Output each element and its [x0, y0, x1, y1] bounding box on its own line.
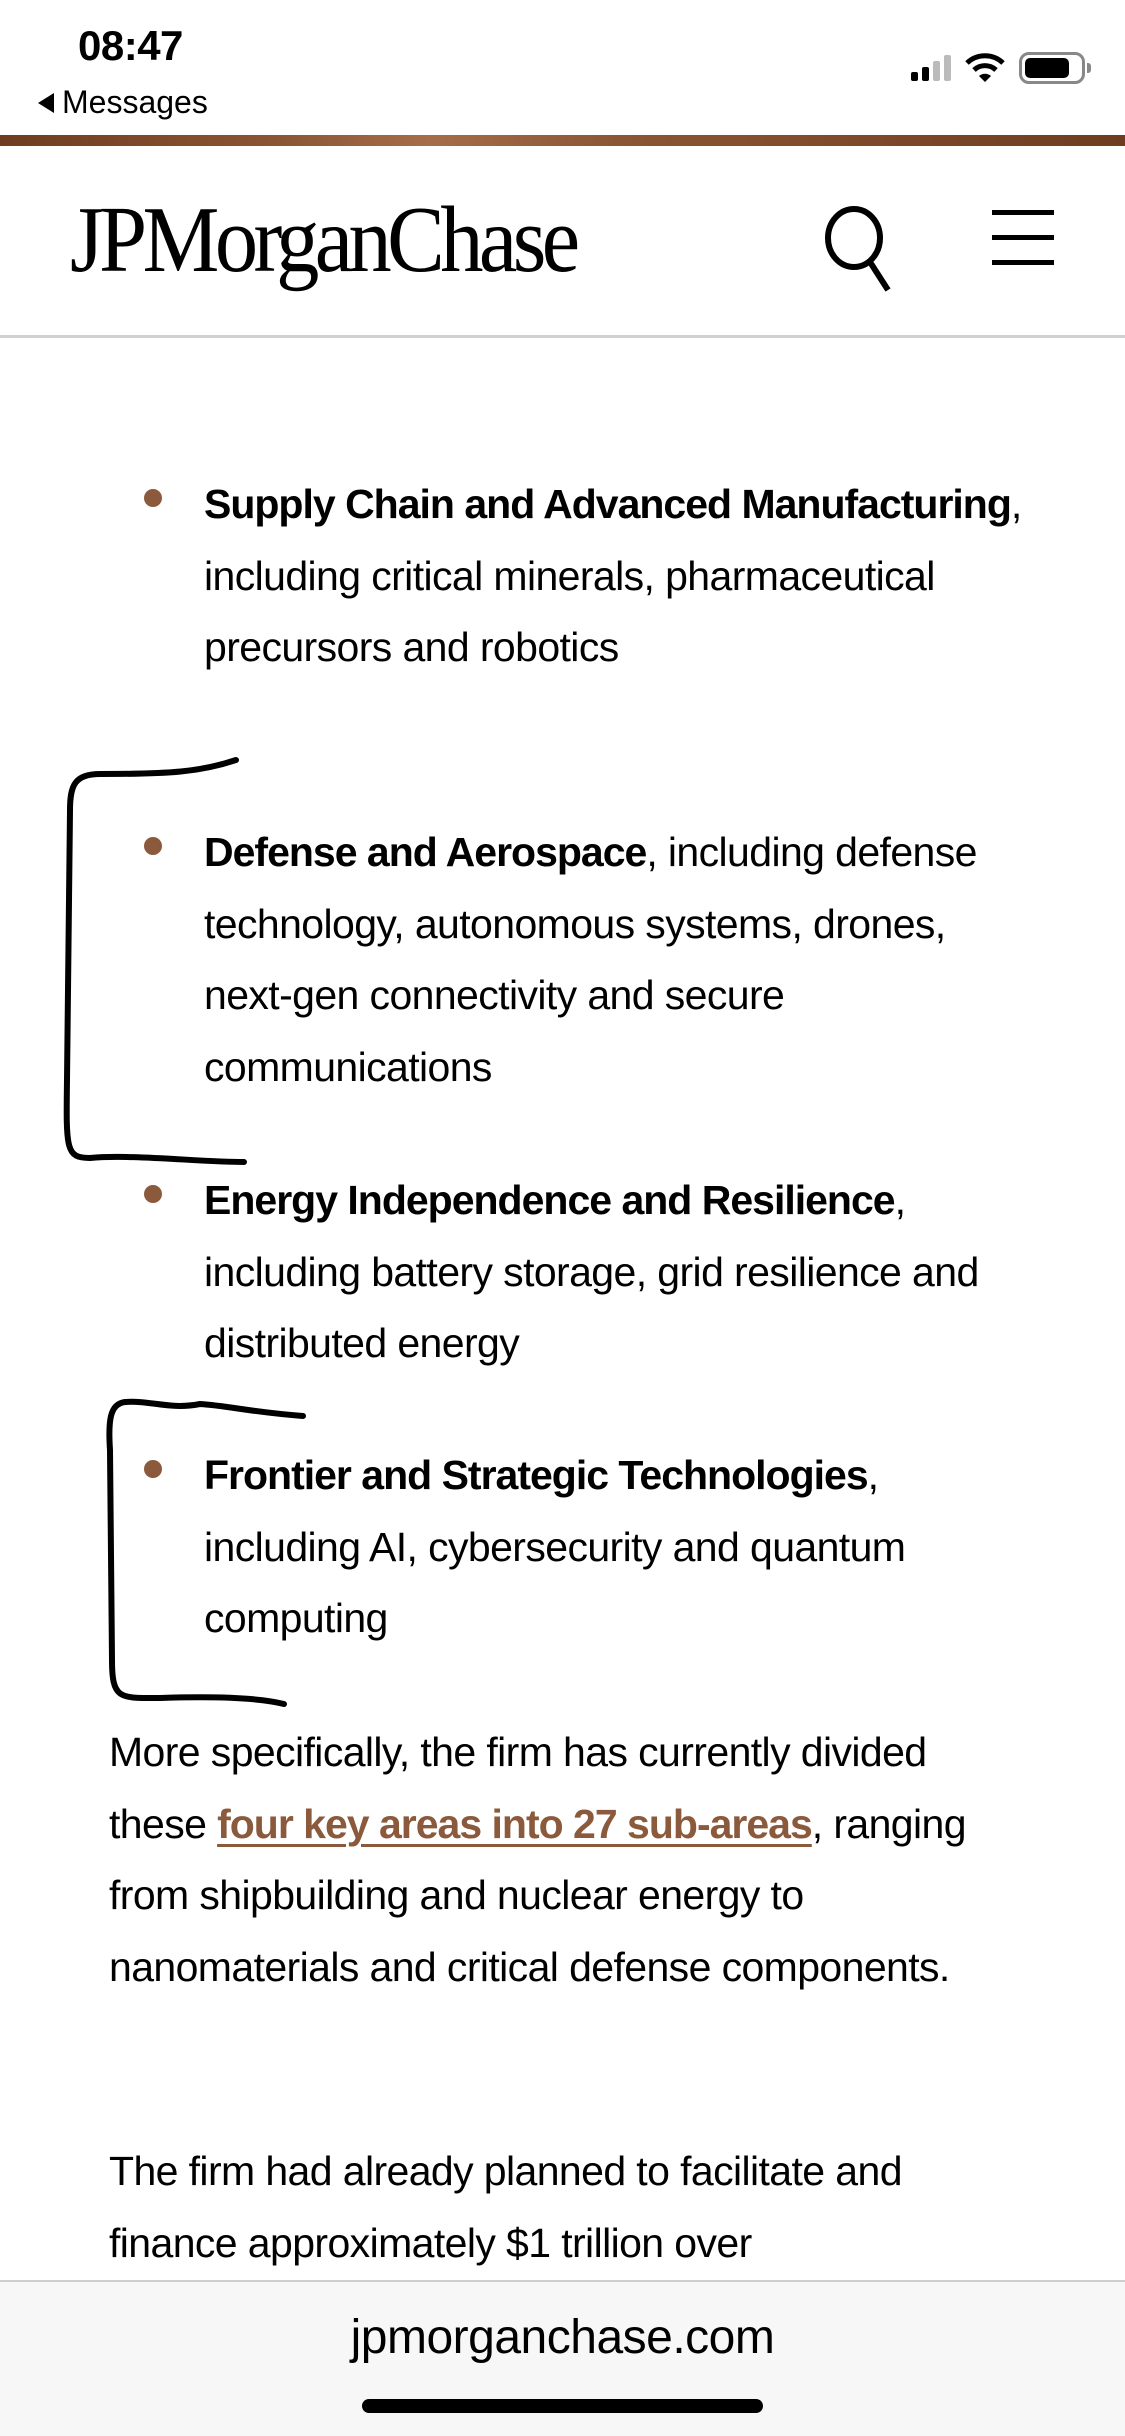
list-item: Frontier and Strategic Technologies, inc…	[144, 1440, 1034, 1655]
logo[interactable]: JPMorganChase	[70, 188, 580, 292]
item-title: Defense and Aerospace	[204, 829, 647, 875]
item-text: , including defense technology, autonomo…	[204, 829, 977, 1090]
back-triangle-icon	[38, 92, 54, 113]
list-item: Supply Chain and Advanced Manufacturing,…	[144, 469, 1034, 684]
item-text: , including battery storage, grid resili…	[204, 1177, 979, 1366]
search-icon[interactable]	[820, 204, 900, 294]
site-header: JPMorganChase	[0, 146, 1125, 338]
bullet-dot	[144, 489, 162, 507]
item-title: Supply Chain and Advanced Manufacturing	[204, 481, 1012, 527]
url-display[interactable]: jpmorganchase.com	[350, 2311, 775, 2364]
paragraph-text: , ranging from shipbuilding and nuclear …	[109, 1800, 967, 1990]
sub-areas-link[interactable]: four key areas into 27 sub-areas	[217, 1800, 813, 1847]
paragraph: The firm had already planned to facilita…	[109, 2148, 903, 2266]
item-title: Frontier and Strategic Technologies	[204, 1452, 869, 1498]
menu-icon[interactable]	[992, 210, 1054, 285]
item-text: , including critical minerals, pharmaceu…	[204, 481, 1022, 670]
brand-bar	[0, 135, 1125, 146]
list-item: Energy Independence and Resilience, incl…	[144, 1165, 1034, 1380]
browser-bottom-bar: jpmorganchase.com	[0, 2280, 1125, 2436]
paragraph: More specifically, the firm has currentl…	[109, 1717, 1009, 2003]
item-title: Energy Independence and Resilience	[204, 1177, 896, 1223]
back-to-messages[interactable]: Messages	[38, 84, 208, 121]
bullet-dot	[144, 837, 162, 855]
wifi-icon	[965, 53, 1005, 82]
back-label: Messages	[62, 84, 208, 120]
bullet-dot	[144, 1460, 162, 1478]
status-time: 08:47	[78, 22, 183, 69]
battery-icon	[1019, 52, 1091, 84]
cellular-signal-icon	[911, 55, 951, 81]
list-item: Defense and Aerospace, including defense…	[144, 817, 1034, 1103]
home-indicator[interactable]	[362, 2399, 763, 2413]
status-icons	[911, 52, 1091, 84]
paragraph-text: More specifically, the firm has currentl…	[109, 1729, 927, 1847]
bullet-dot	[144, 1185, 162, 1203]
